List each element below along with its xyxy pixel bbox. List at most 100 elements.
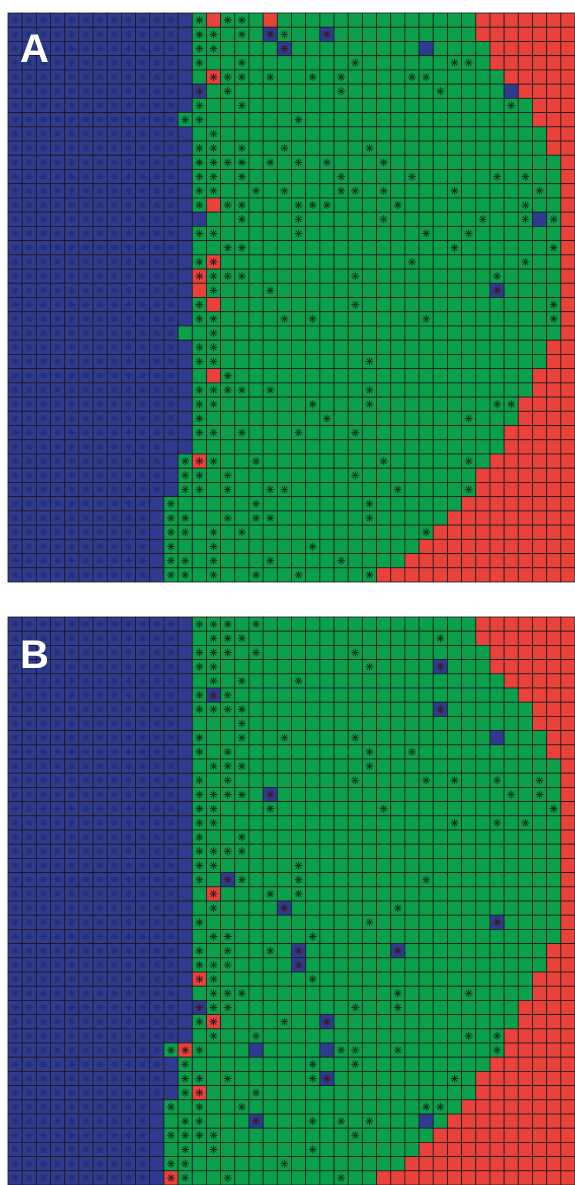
cell xyxy=(489,55,505,71)
asterisk xyxy=(209,30,218,39)
cell xyxy=(532,1142,548,1158)
cell xyxy=(560,1142,575,1158)
cell xyxy=(319,886,335,902)
asterisk xyxy=(67,428,76,437)
asterisk xyxy=(39,343,48,352)
asterisk xyxy=(478,215,487,224)
asterisk xyxy=(379,457,388,466)
asterisk xyxy=(67,513,76,522)
cell xyxy=(560,524,575,540)
asterisk xyxy=(81,733,90,742)
cell xyxy=(404,297,420,313)
asterisk xyxy=(81,1102,90,1111)
cell xyxy=(461,553,477,569)
asterisk xyxy=(81,243,90,252)
cell xyxy=(248,886,264,902)
cell xyxy=(390,311,406,327)
asterisk xyxy=(110,1060,119,1069)
cell xyxy=(319,69,335,85)
cell xyxy=(248,425,264,441)
cell xyxy=(361,1127,377,1143)
asterisk xyxy=(39,371,48,380)
asterisk xyxy=(195,875,204,884)
cell xyxy=(347,1028,363,1044)
asterisk xyxy=(25,570,34,579)
asterisk xyxy=(138,186,147,195)
cell xyxy=(305,524,321,540)
asterisk xyxy=(110,676,119,685)
cell xyxy=(404,1000,420,1016)
cell xyxy=(347,943,363,959)
cell xyxy=(461,1085,477,1101)
asterisk xyxy=(237,705,246,714)
asterisk xyxy=(67,570,76,579)
cell xyxy=(262,396,278,412)
cell xyxy=(177,914,193,930)
cell xyxy=(390,26,406,42)
cell xyxy=(489,886,505,902)
cell xyxy=(333,1014,349,1030)
cell xyxy=(333,1071,349,1087)
asterisk xyxy=(81,861,90,870)
asterisk xyxy=(96,705,105,714)
cell xyxy=(234,957,250,973)
asterisk xyxy=(96,1117,105,1126)
cell xyxy=(404,716,420,732)
cell xyxy=(517,410,533,426)
cell xyxy=(418,829,434,845)
cell xyxy=(390,1028,406,1044)
cell xyxy=(347,886,363,902)
asterisk xyxy=(96,1131,105,1140)
cell xyxy=(532,382,548,398)
asterisk xyxy=(322,201,331,210)
asterisk xyxy=(138,272,147,281)
cell xyxy=(333,1028,349,1044)
cell xyxy=(532,1028,548,1044)
cell xyxy=(376,616,392,632)
asterisk xyxy=(110,875,119,884)
asterisk xyxy=(252,1117,261,1126)
cell xyxy=(276,126,292,142)
cell xyxy=(418,41,434,57)
asterisk xyxy=(96,804,105,813)
cell xyxy=(560,567,575,583)
asterisk xyxy=(96,400,105,409)
cell xyxy=(234,687,250,703)
cell xyxy=(432,297,448,313)
cell xyxy=(248,730,264,746)
cell xyxy=(461,211,477,227)
cell xyxy=(532,112,548,128)
asterisk xyxy=(96,144,105,153)
cell xyxy=(390,41,406,57)
cell xyxy=(489,1056,505,1072)
asterisk xyxy=(11,918,20,927)
cell xyxy=(319,553,335,569)
asterisk xyxy=(25,932,34,941)
cell xyxy=(503,154,519,170)
asterisk xyxy=(252,1031,261,1040)
asterisk xyxy=(152,414,161,423)
asterisk xyxy=(181,1088,190,1097)
cell xyxy=(333,55,349,71)
asterisk xyxy=(152,343,161,352)
cell xyxy=(177,815,193,831)
cell xyxy=(390,659,406,675)
cell xyxy=(262,538,278,554)
asterisk xyxy=(138,257,147,266)
cell xyxy=(503,240,519,256)
cell xyxy=(319,900,335,916)
cell xyxy=(560,353,575,370)
asterisk xyxy=(25,1131,34,1140)
cell xyxy=(461,772,477,788)
cell xyxy=(220,815,236,831)
cell xyxy=(262,687,278,703)
asterisk xyxy=(167,946,176,955)
cell xyxy=(163,1113,179,1129)
cell xyxy=(291,730,307,746)
asterisk xyxy=(25,115,34,124)
cell xyxy=(305,1042,321,1058)
cell xyxy=(475,787,491,803)
asterisk xyxy=(237,762,246,771)
cell xyxy=(376,687,392,703)
asterisk xyxy=(53,1117,62,1126)
